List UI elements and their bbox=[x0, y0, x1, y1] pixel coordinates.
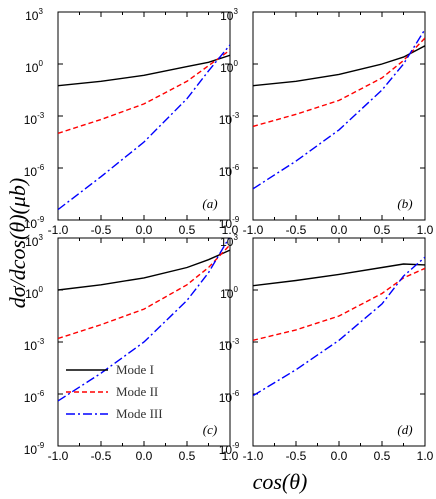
series-line-mode-i bbox=[253, 45, 425, 87]
legend-label: Mode III bbox=[116, 406, 163, 421]
series-group bbox=[58, 238, 230, 402]
series-line-mode-i bbox=[58, 249, 230, 291]
series-group bbox=[58, 44, 230, 211]
panel-label: (a) bbox=[202, 196, 217, 211]
x-tick-label: 1.0 bbox=[417, 223, 434, 237]
y-tick-label: 103 bbox=[25, 7, 43, 23]
x-tick-label: -1.0 bbox=[48, 223, 69, 237]
x-tick-label: -1.0 bbox=[243, 449, 264, 463]
x-tick-label: 0.0 bbox=[331, 223, 348, 237]
y-tick-label: 10-3 bbox=[219, 111, 240, 127]
y-tick-label: 103 bbox=[220, 233, 238, 249]
y-tick-label: 10-6 bbox=[24, 163, 45, 179]
x-axis-title: cos(θ) bbox=[253, 469, 308, 494]
x-tick-label: -0.5 bbox=[286, 449, 307, 463]
x-tick-label: 0.0 bbox=[136, 449, 153, 463]
y-tick-label: 10-3 bbox=[24, 111, 45, 127]
x-tick-label: 0.0 bbox=[136, 223, 153, 237]
x-tick-label: -0.5 bbox=[91, 449, 112, 463]
y-tick-label: 10-9 bbox=[219, 441, 240, 457]
series-line-mode-ii bbox=[253, 267, 425, 341]
x-tick-label: 0.5 bbox=[179, 449, 196, 463]
y-tick-label: 10-3 bbox=[219, 337, 240, 353]
x-tick-label: -1.0 bbox=[48, 449, 69, 463]
x-tick-label: -1.0 bbox=[243, 223, 264, 237]
x-tick-label: -0.5 bbox=[286, 223, 307, 237]
legend-label: Mode I bbox=[116, 362, 154, 377]
series-line-mode-iii bbox=[58, 238, 230, 402]
y-tick-label: 10-9 bbox=[24, 441, 45, 457]
series-line-mode-ii bbox=[58, 244, 230, 340]
y-tick-label: 103 bbox=[25, 233, 43, 249]
x-tick-label: 1.0 bbox=[222, 449, 239, 463]
legend: Mode I Mode II Mode III bbox=[66, 362, 163, 421]
y-axis-title: dσ/dcos(θ)(μb) bbox=[5, 178, 30, 308]
x-tick-label: 1.0 bbox=[417, 449, 434, 463]
series-group bbox=[253, 256, 425, 397]
panel-label: (b) bbox=[397, 196, 412, 211]
y-tick-label: 100 bbox=[25, 59, 43, 75]
x-tick-label: 0.5 bbox=[374, 449, 391, 463]
plot-frame bbox=[252, 11, 426, 221]
x-tick-label: 0.5 bbox=[374, 223, 391, 237]
x-tick-label: 0.5 bbox=[179, 223, 196, 237]
panel-label: (c) bbox=[203, 422, 217, 437]
y-tick-label: 10-9 bbox=[219, 215, 240, 231]
y-tick-label: 10-6 bbox=[24, 389, 45, 405]
y-tick-label: 100 bbox=[25, 285, 43, 301]
legend-label: Mode II bbox=[116, 384, 158, 399]
plot-frame bbox=[57, 11, 231, 221]
x-tick-label: 1.0 bbox=[222, 223, 239, 237]
series-line-mode-i bbox=[58, 54, 230, 87]
y-tick-label: 100 bbox=[220, 285, 238, 301]
y-tick-label: 10-9 bbox=[24, 215, 45, 231]
series-line-mode-ii bbox=[58, 49, 230, 134]
panel-label: (d) bbox=[397, 422, 412, 437]
plot-frame bbox=[252, 237, 426, 447]
x-tick-label: -0.5 bbox=[91, 223, 112, 237]
x-tick-label: 0.0 bbox=[331, 449, 348, 463]
series-group bbox=[253, 28, 425, 190]
series-line-mode-iii bbox=[253, 28, 425, 190]
y-tick-label: 103 bbox=[220, 7, 238, 23]
series-line-mode-iii bbox=[58, 44, 230, 211]
y-tick-label: 100 bbox=[220, 59, 238, 75]
series-line-mode-i bbox=[253, 263, 425, 287]
y-tick-label: 10-3 bbox=[24, 337, 45, 353]
y-tick-label: 10-6 bbox=[219, 163, 240, 179]
y-tick-label: 10-6 bbox=[219, 389, 240, 405]
series-line-mode-iii bbox=[253, 256, 425, 397]
series-line-mode-ii bbox=[253, 37, 425, 128]
